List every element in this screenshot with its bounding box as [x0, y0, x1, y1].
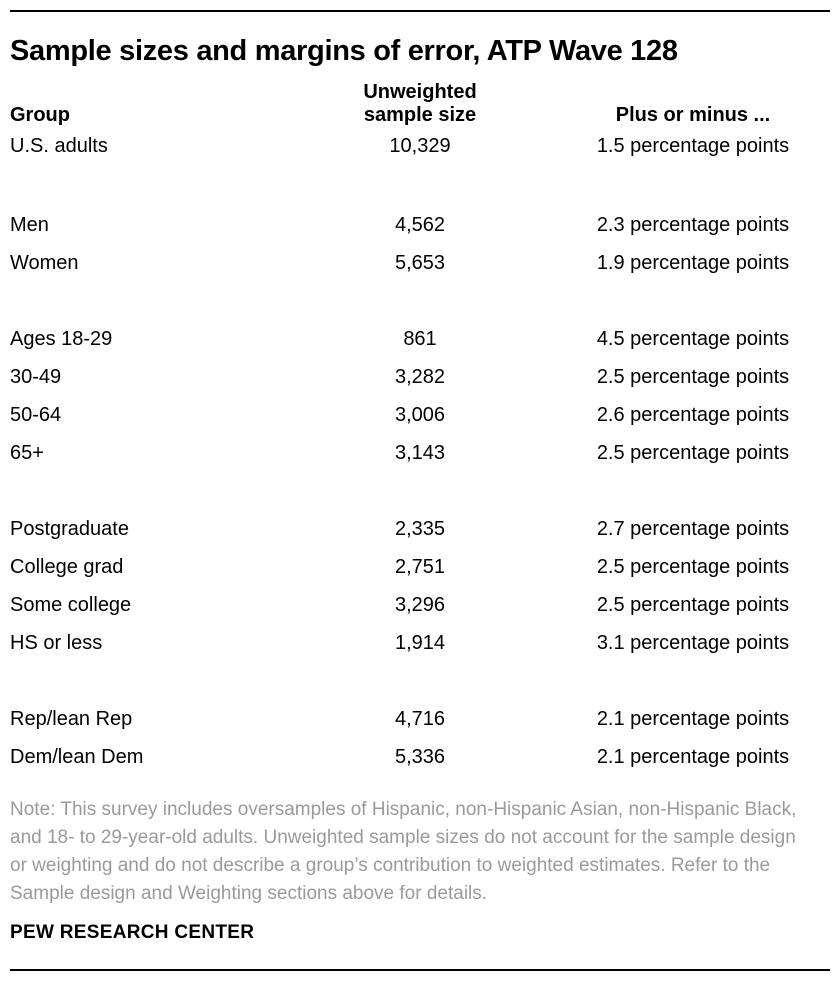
sample-size-cell: 2,335 [394, 517, 446, 540]
sample-size-cell: 4,716 [394, 707, 446, 730]
top-rule [10, 10, 830, 12]
column-header-moe: Plus or minus ... [615, 104, 771, 126]
table-row: U.S. adults 10,329 1.5 percentage points [10, 127, 830, 165]
table-row: Women 5,653 1.9 percentage points [10, 244, 830, 282]
sample-size-cell: 861 [403, 327, 437, 350]
table-row: College grad 2,751 2.5 percentage points [10, 548, 830, 586]
column-header-sample-size-line2: sample size [363, 104, 477, 126]
table-row: Rep/lean Rep 4,716 2.1 percentage points [10, 700, 830, 738]
moe-cell: 2.3 percentage points [596, 213, 790, 236]
table-row: 50-64 3,006 2.6 percentage points [10, 396, 830, 434]
sample-size-cell: 2,751 [394, 555, 446, 578]
sample-size-cell: 10,329 [389, 134, 451, 157]
table-row: HS or less 1,914 3.1 percentage points [10, 624, 830, 662]
moe-cell: 4.5 percentage points [596, 327, 790, 350]
table-row: Dem/lean Dem 5,336 2.1 percentage points [10, 738, 830, 776]
moe-cell: 2.1 percentage points [596, 745, 790, 768]
group-cell: Postgraduate [10, 517, 129, 540]
table-row: 30-49 3,282 2.5 percentage points [10, 358, 830, 396]
sample-size-cell: 3,143 [394, 441, 446, 464]
group-cell: Rep/lean Rep [10, 707, 133, 730]
column-header-sample-size-line1: Unweighted [363, 81, 477, 103]
group-cell: College grad [10, 555, 124, 578]
moe-cell: 2.5 percentage points [596, 593, 790, 616]
bottom-rule [10, 969, 830, 971]
group-cell: U.S. adults [10, 134, 108, 157]
group-cell: 65+ [10, 441, 44, 464]
group-cell: Some college [10, 593, 132, 616]
sample-size-cell: 3,282 [394, 365, 446, 388]
sample-size-cell: 3,296 [394, 593, 446, 616]
moe-cell: 1.5 percentage points [596, 134, 790, 157]
moe-cell: 2.1 percentage points [596, 707, 790, 730]
group-cell: Women [10, 251, 79, 274]
sample-size-cell: 5,653 [394, 251, 446, 274]
moe-cell: 2.6 percentage points [596, 403, 790, 426]
sample-size-cell: 1,914 [394, 631, 446, 654]
moe-cell: 2.5 percentage points [596, 365, 790, 388]
source-label: PEW RESEARCH CENTER [10, 922, 255, 943]
sample-size-cell: 5,336 [394, 745, 446, 768]
group-cell: Dem/lean Dem [10, 745, 144, 768]
column-header-sample-size: Unweighted sample size [340, 81, 500, 127]
moe-cell: 2.7 percentage points [596, 517, 790, 540]
group-cell: 50-64 [10, 403, 62, 426]
sample-size-cell: 4,562 [394, 213, 446, 236]
table-row: Ages 18-29 861 4.5 percentage points [10, 320, 830, 358]
page-title: Sample sizes and margins of error, ATP W… [10, 35, 678, 67]
sample-size-cell: 3,006 [394, 403, 446, 426]
group-cell: Ages 18-29 [10, 327, 113, 350]
group-cell: Men [10, 213, 49, 236]
footnote: Note: This survey includes oversamples o… [10, 799, 797, 904]
table-row: Men 4,562 2.3 percentage points [10, 206, 830, 244]
table-header-row: Group Unweighted sample size Plus or min… [10, 81, 830, 127]
table-row: Postgraduate 2,335 2.7 percentage points [10, 510, 830, 548]
group-cell: HS or less [10, 631, 103, 654]
column-header-group: Group [10, 104, 70, 126]
moe-cell: 1.9 percentage points [596, 251, 790, 274]
table-row: 65+ 3,143 2.5 percentage points [10, 434, 830, 472]
table-row: Some college 3,296 2.5 percentage points [10, 586, 830, 624]
moe-cell: 3.1 percentage points [596, 631, 790, 654]
group-cell: 30-49 [10, 365, 62, 388]
moe-cell: 2.5 percentage points [596, 555, 790, 578]
moe-cell: 2.5 percentage points [596, 441, 790, 464]
